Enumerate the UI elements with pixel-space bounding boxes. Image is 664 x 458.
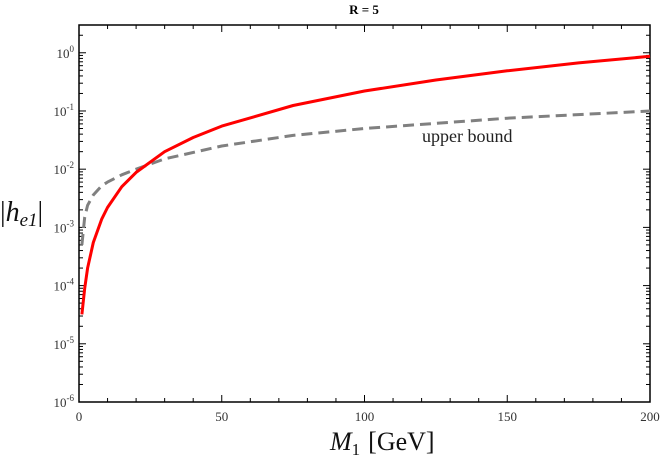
y-tick-label: 10-3 — [54, 218, 75, 235]
plot-frame — [78, 24, 651, 403]
chart-title: R = 5 — [349, 2, 379, 17]
y-tick-label: 100 — [57, 44, 75, 61]
y-axis-label: |he1| — [0, 197, 43, 231]
y-label-main: h — [6, 197, 20, 228]
x-tick-label: 100 — [355, 409, 375, 424]
x-tick-label: 50 — [215, 409, 228, 424]
y-tick-label: 10-2 — [54, 160, 75, 177]
x-label-unit: [GeV] — [368, 427, 434, 456]
x-label-sub: 1 — [352, 440, 361, 458]
series-line--h-e1- — [80, 54, 651, 315]
x-tick-label: 0 — [76, 409, 83, 424]
y-tick-label: 10-4 — [54, 277, 75, 294]
x-axis-label: M1 [GeV] — [329, 427, 435, 458]
x-tick-label: 150 — [498, 409, 518, 424]
y-label-sub: e1 — [20, 210, 38, 231]
x-tick-label: 200 — [640, 409, 660, 424]
y-tick-label: 10-5 — [54, 335, 75, 352]
y-tick-label: 10-1 — [54, 102, 75, 119]
y-tick-label: 10-6 — [54, 393, 75, 410]
annotation-upper-bound: upper bound — [422, 126, 512, 146]
x-label-main: M — [329, 427, 353, 456]
series-line-upper-bound — [80, 109, 651, 246]
